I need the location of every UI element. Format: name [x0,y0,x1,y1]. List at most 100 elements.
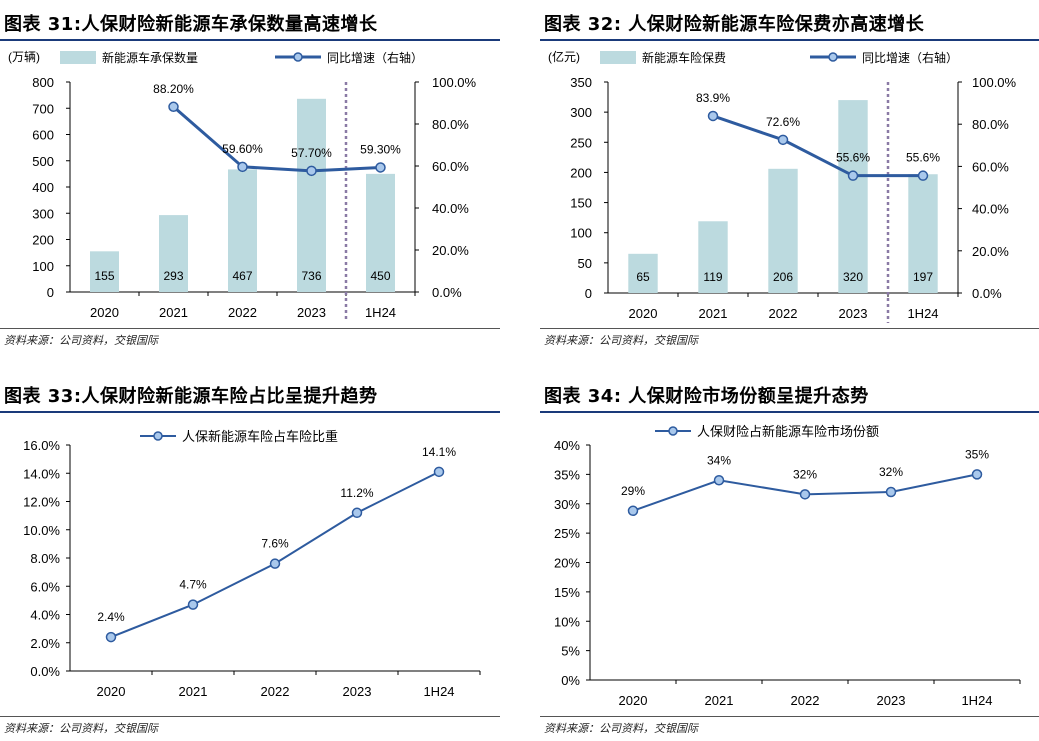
bar [366,173,395,292]
legend-line-marker [828,52,838,62]
x-tick-label: 2022 [228,305,257,320]
series-data-label: 4.7% [179,578,207,592]
growth-marker [306,165,317,177]
series-data-label: 14.1% [422,445,456,459]
x-tick-label: 2023 [297,305,326,320]
legend-line-label: 同比增速（右轴） [327,50,423,65]
title-rule [0,411,500,413]
chart-panel-33: 图表 33:人保财险新能源车险占比呈提升趋势 人保新能源车险占车险比重 0.0% 2… [0,370,500,741]
series-data-label: 7.6% [261,537,289,551]
legend-line-marker [293,52,303,62]
y-tick-label: 4.0% [30,608,60,623]
legend-line-marker [668,426,678,436]
y-tick-label: 100 [32,259,54,274]
source-note: 资料来源：公司资料，交银国际 [544,722,698,735]
series-marker [627,505,639,517]
growth-line [712,114,923,178]
y2-tick-label: 0.0% [972,286,1002,301]
growth-marker [237,161,248,173]
bottom-rule [0,716,500,717]
y2-tick-label: 0.0% [432,285,462,300]
bar [159,215,188,292]
source-note: 资料来源：公司资料，交银国际 [544,334,698,347]
bar-data-label: 65 [636,270,650,284]
y-tick-label: 0 [47,285,54,300]
y-tick-label: 35% [554,467,580,482]
growth-data-label: 55.6% [836,151,870,165]
source-note: 资料来源：公司资料，交银国际 [4,722,158,735]
series-data-label: 34% [707,453,731,467]
series-data-label: 29% [621,484,645,498]
y-tick-label: 2.0% [30,636,60,651]
legend-label: 人保财险占新能源车险市场份额 [697,424,879,439]
y2-tick-label: 100.0% [972,75,1017,90]
bar [838,100,868,293]
y2-tick-label: 20.0% [432,243,469,258]
source-note: 资料来源：公司资料，交银国际 [4,334,158,347]
y-tick-label: 700 [32,101,54,116]
y-tick-label: 6.0% [30,579,60,594]
y-tick-label: 400 [32,180,54,195]
x-tick-label: 2021 [705,693,734,708]
x-tick-label: 2020 [90,305,119,320]
bar-data-label: 450 [370,269,390,283]
y2-tick-label: 40.0% [432,201,469,216]
y-tick-label: 300 [32,206,54,221]
y-tick-label: 800 [32,75,54,90]
y-tick-label: 100 [570,226,592,241]
series-marker [105,631,117,643]
y2-tick-label: 80.0% [972,117,1009,132]
y-tick-label: 300 [570,105,592,120]
bar-data-label: 293 [163,269,183,283]
bar-data-label: 206 [773,270,793,284]
growth-data-label: 57.70% [291,146,332,160]
x-tick-label: 2020 [619,693,648,708]
y2-tick-label: 40.0% [972,202,1009,217]
y-tick-label: 50 [578,256,592,271]
y-tick-label: 500 [32,154,54,169]
bar [90,251,119,292]
chart-title: 图表 33:人保财险新能源车险占比呈提升趋势 [4,386,378,407]
x-tick-label: 1H24 [423,684,454,699]
series-marker [187,599,199,610]
chart-title: 图表 34: 人保财险市场份额呈提升态势 [544,386,869,407]
y-tick-label: 40% [554,438,580,453]
chart-panel-32: 图表 32: 人保财险新能源车险保费亦高速增长 (亿元) 新能源车险保费 同比增速（… [540,0,1039,370]
y-tick-label: 20% [554,556,580,571]
y-tick-label: 150 [570,196,592,211]
unit-label: (万辆) [8,50,40,64]
bar [698,221,728,293]
series-line [110,470,440,639]
x-tick-label: 2021 [699,306,728,321]
legend-line-label: 同比增速（右轴） [862,50,958,65]
series-data-label: 35% [965,447,989,461]
bar [768,168,798,293]
series-data-label: 11.2% [340,486,373,500]
y-tick-label: 600 [32,128,54,143]
growth-marker [168,101,179,113]
title-rule [540,411,1039,413]
legend-bar-label: 新能源车险保费 [642,50,726,65]
x-tick-label: 2020 [97,684,126,699]
bar-data-label: 320 [843,270,863,284]
x-tick-label: 1H24 [907,306,938,321]
chart-title: 图表 32: 人保财险新能源车险保费亦高速增长 [544,14,925,35]
series-marker [799,489,811,500]
x-tick-label: 2021 [159,305,188,320]
bar-data-label: 119 [703,270,722,284]
growth-line [172,105,381,173]
y2-tick-label: 20.0% [972,244,1009,259]
x-tick-label: 2022 [261,684,290,699]
y-tick-label: 16.0% [23,438,60,453]
x-tick-label: 2020 [629,306,658,321]
bottom-rule [540,328,1039,329]
growth-data-label: 83.9% [696,91,730,105]
growth-data-label: 59.60% [222,142,263,156]
y-tick-label: 0.0% [30,664,60,679]
growth-marker [777,134,789,146]
growth-data-label: 59.30% [360,142,401,156]
title-rule [0,39,500,41]
bar-data-label: 736 [301,269,321,283]
growth-data-label: 88.20% [153,82,194,96]
series-marker [269,558,281,569]
